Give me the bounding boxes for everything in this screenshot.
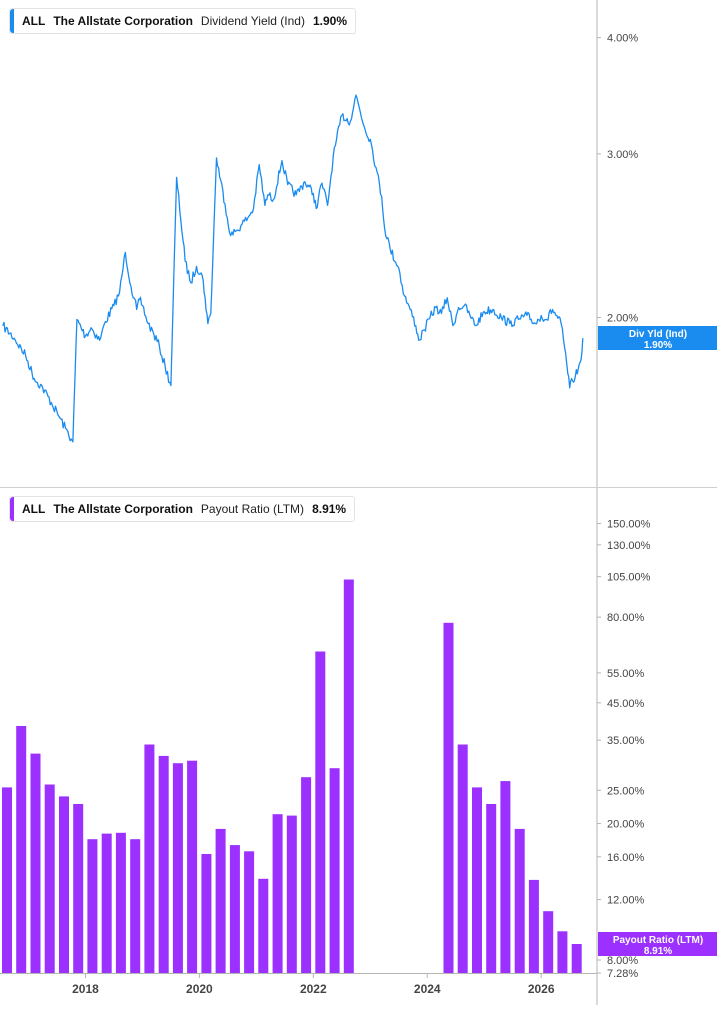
payout-bar (557, 931, 568, 973)
yield-value: 1.90% (312, 14, 347, 28)
payout-end-tag-value: 8.91% (644, 946, 672, 957)
x-tick-label: 2024 (414, 982, 441, 996)
payout-y-tick-label: 150.00% (607, 519, 651, 531)
yield-end-tag-bg (598, 326, 717, 350)
payout-y-tick-label: 35.00% (607, 735, 645, 747)
payout-bar (187, 760, 198, 973)
payout-bar (158, 755, 169, 973)
x-tick-label: 2022 (300, 982, 327, 996)
yield-end-tag-value: 1.90% (644, 340, 672, 351)
payout-y-tick-label: 7.28% (607, 968, 638, 980)
payout-legend-swatch (10, 497, 14, 521)
yield-y-tick-label: 4.00% (607, 33, 638, 45)
yield-legend-swatch (10, 9, 14, 33)
payout-bar (343, 579, 354, 973)
payout-y-tick-label: 55.00% (607, 668, 645, 680)
payout-bar (229, 845, 240, 973)
payout-bar (73, 804, 84, 973)
payout-bar (172, 763, 183, 973)
payout-y-tick-label: 12.00% (607, 895, 645, 907)
payout-bar (301, 777, 312, 973)
payout-bar (59, 796, 69, 973)
payout-y-tick-label: 80.00% (607, 612, 645, 624)
payout-bar (115, 832, 126, 973)
x-tick-label: 2020 (186, 982, 213, 996)
payout-bar (543, 911, 554, 973)
payout-end-tag-bg (598, 932, 717, 956)
payout-bar (130, 839, 141, 973)
x-tick-label: 2018 (72, 982, 99, 996)
yield-end-tag-label: Div Yld (Ind) (629, 329, 687, 340)
payout-bar (2, 787, 12, 973)
yield-end-tag: Div Yld (Ind)1.90% (598, 326, 717, 351)
payout-value: 8.91% (312, 502, 347, 516)
payout-bar (329, 768, 340, 973)
payout-y-tick-label: 130.00% (607, 540, 651, 552)
payout-bar (315, 651, 326, 973)
payout-bar (16, 726, 27, 973)
payout-ticker: ALL (22, 502, 46, 516)
payout-bar (101, 833, 112, 973)
payout-bar (286, 815, 297, 973)
payout-legend[interactable]: ALL The Allstate Corporation Payout Rati… (9, 496, 356, 522)
payout-bar (272, 814, 283, 973)
payout-bar (472, 787, 482, 973)
yield-company: The Allstate Corporation (53, 14, 193, 28)
payout-bar (215, 828, 226, 973)
payout-bar (30, 753, 41, 973)
payout-bar (486, 804, 497, 973)
yield-y-tick-label: 2.00% (607, 313, 638, 325)
yield-y-tick-label: 3.00% (607, 149, 638, 161)
payout-y-tick-label: 20.00% (607, 819, 645, 831)
payout-company: The Allstate Corporation (53, 502, 193, 516)
payout-bar (244, 851, 255, 973)
payout-bar (144, 744, 155, 973)
payout-bar (201, 854, 212, 973)
payout-y-tick-label: 8.00% (607, 955, 638, 967)
payout-bar (528, 879, 539, 973)
payout-bar (44, 784, 55, 973)
payout-bar (443, 622, 454, 973)
x-tick-label: 2026 (528, 982, 555, 996)
dividend-yield-line (2, 94, 584, 443)
payout-bar (457, 744, 468, 973)
payout-y-tick-label: 16.00% (607, 852, 645, 864)
yield-ticker: ALL (22, 14, 46, 28)
payout-bar (571, 944, 582, 973)
payout-bar (500, 781, 511, 973)
payout-end-tag: Payout Ratio (LTM)8.91% (598, 932, 717, 957)
payout-y-tick-label: 25.00% (607, 785, 645, 797)
payout-bar (514, 828, 525, 973)
payout-end-tag-label: Payout Ratio (LTM) (613, 935, 703, 946)
payout-y-tick-label: 45.00% (607, 698, 645, 710)
payout-metric: Payout Ratio (LTM) (200, 502, 305, 516)
payout-bar (87, 839, 98, 973)
yield-metric: Dividend Yield (Ind) (200, 14, 305, 28)
payout-bar (258, 878, 269, 973)
yield-legend[interactable]: ALL The Allstate Corporation Dividend Yi… (9, 8, 356, 34)
payout-y-tick-label: 105.00% (607, 572, 651, 584)
